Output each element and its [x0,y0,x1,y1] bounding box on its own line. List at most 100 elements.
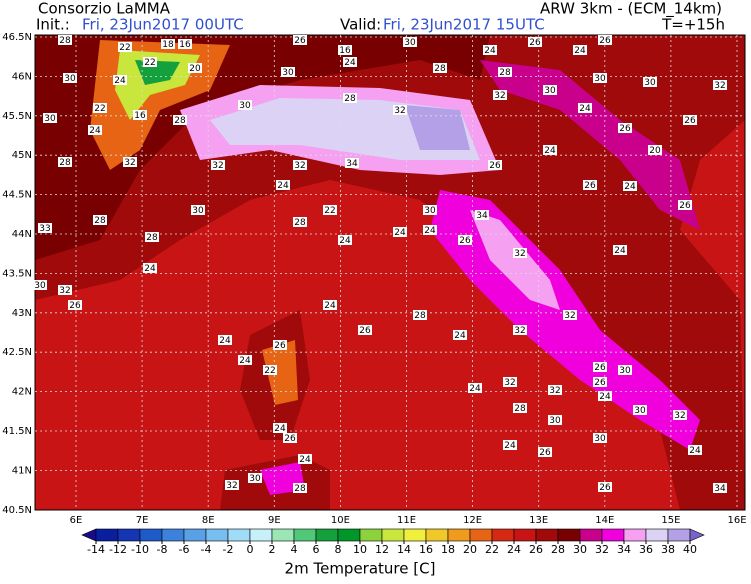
lon-label: 10E [331,515,350,526]
station-value: 24 [89,126,101,136]
station-value: 33 [39,224,50,234]
station-value: 30 [594,434,606,444]
station-value: 24 [454,331,466,341]
station-box [688,445,702,455]
station-box [323,300,337,310]
colorbar-high [689,528,705,542]
station-box [593,362,607,372]
lat-label: 44.5N [2,190,32,201]
colorbar-box [117,528,141,542]
station-value: 26 [684,116,696,126]
station-box [345,158,359,168]
lon-label: 11E [397,515,416,526]
station-value: 26 [679,201,691,211]
station-box [618,365,632,375]
station-value: 24 [274,424,286,434]
station-box [298,454,312,464]
station-value: 16 [134,111,146,121]
station-value: 24 [219,336,231,346]
colorbar-tick-label: 34 [617,543,631,556]
station-value: 28 [499,68,511,78]
colorbar-tick-label: 24 [507,543,521,556]
station-value: 22 [119,43,130,53]
station-box [613,245,627,255]
station-value: 30 [44,114,56,124]
alps-cool [115,50,200,120]
station-box [598,391,612,401]
station-box [338,45,352,55]
station-box [358,325,372,335]
colorbar-tick-label: -6 [179,543,190,556]
colorbar-tick-label: 8 [335,543,342,556]
station-value: 24 [394,228,406,238]
station-box [678,200,692,210]
station-value: 26 [529,38,541,48]
station-value: 30 [249,474,261,484]
station-box [273,340,287,350]
lat-label: 44N [12,229,32,240]
station-box [483,45,497,55]
colorbar-box [535,528,559,542]
station-value: 32 [514,326,525,336]
station-value: 28 [174,116,186,126]
station-box [468,383,482,393]
station-box [543,85,557,95]
station-box [63,73,77,83]
station-value: 26 [284,434,296,444]
station-box [173,115,187,125]
colorbar-box [469,528,493,542]
axis-labels: 6E 7E 8E 9E 10E 11E 12E 13E 14E 15E 16E 46.5N 46N 45.… [2,32,746,526]
station-value: 30 [594,74,606,84]
station-value: 32 [564,311,575,321]
colorbar-tick-label: 0 [247,543,254,556]
station-box [293,35,307,45]
station-box [93,215,107,225]
station-value: 30 [544,86,556,96]
station-box [211,160,225,170]
colorbar-tick-label: 10 [353,543,367,556]
colorbar-box [271,528,295,542]
station-box [538,447,552,457]
station-box [578,103,592,113]
station-box [293,483,307,493]
station-value: 24 [689,446,701,456]
colorbar-tick-label: 28 [551,543,565,556]
colorbar-box [513,528,537,542]
colorbar-box [337,528,361,542]
station-value: 22 [94,104,105,114]
title: Consorzio LaMMA [38,0,171,18]
station-box [225,480,239,490]
station-value: 32 [226,481,237,491]
station-box [598,482,612,492]
station-value: 20 [649,146,661,156]
station-value: 24 [599,392,611,402]
lon-label: 9E [268,515,281,526]
colorbar-tick-label: 14 [397,543,411,556]
station-value: 30 [424,206,436,216]
colorbar-tick-label: 40 [683,543,697,556]
lon-label: 8E [202,515,215,526]
station-box [453,330,467,340]
station-value: 30 [239,101,251,111]
station-box [178,39,192,49]
station-value: 32 [714,81,725,91]
station-box [118,42,132,52]
station-box [633,405,647,415]
colorbar-tick-label: 2 [269,543,276,556]
colorbar-box [425,528,449,542]
station-box [188,63,202,73]
station-box [563,310,577,320]
station-value: 28 [294,218,306,228]
colorbar-tick-label: 4 [291,543,298,556]
colorbar-tick-label: 18 [441,543,455,556]
colorbar-box [183,528,207,542]
station-value: 24 [144,264,156,274]
colorbar-tick-label: -4 [201,543,212,556]
station-box [323,205,337,215]
station-value: 30 [619,366,631,376]
station-value: 24 [574,46,586,56]
station-value: 32 [674,411,685,421]
station-box [543,145,557,155]
station-value: 24 [469,384,481,394]
station-value: 26 [359,326,371,336]
